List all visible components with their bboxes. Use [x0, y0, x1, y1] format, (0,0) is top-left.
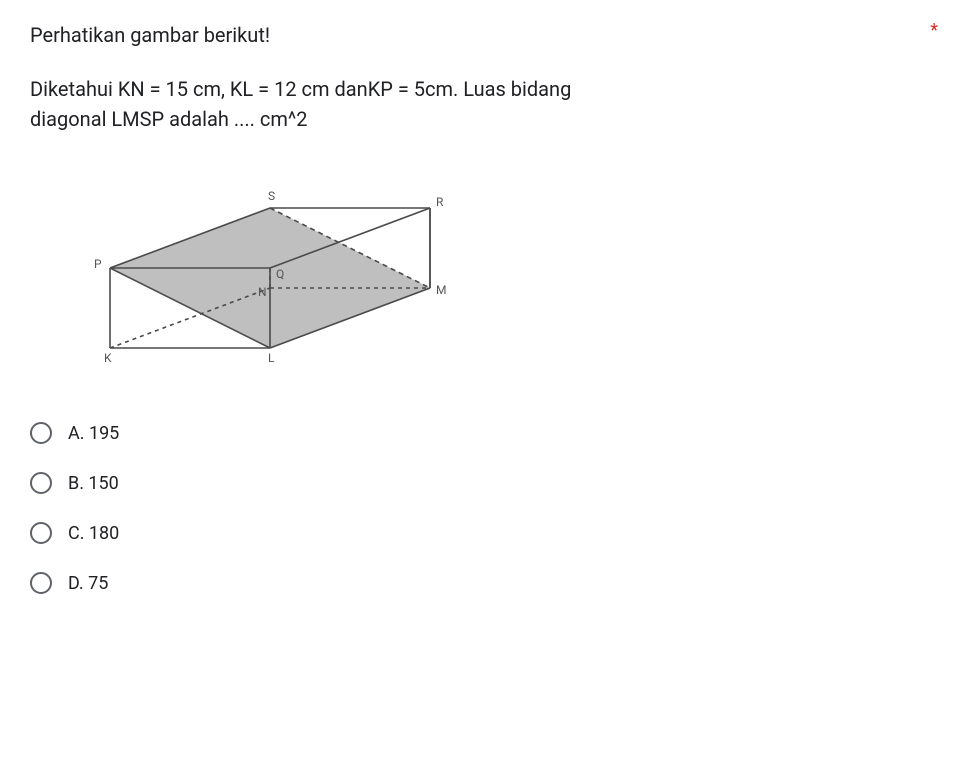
radio-icon: [30, 422, 52, 444]
option-a[interactable]: A. 195: [30, 422, 938, 444]
radio-icon: [30, 472, 52, 494]
question-line-3: diagonal LMSP adalah .... cm^2: [30, 104, 938, 134]
label-K: K: [104, 351, 112, 365]
option-d-label: D. 75: [68, 573, 108, 594]
label-L: L: [268, 351, 275, 365]
label-M: M: [436, 283, 446, 297]
radio-icon: [30, 522, 52, 544]
question-line-1: Perhatikan gambar berikut!: [30, 20, 938, 50]
option-b-label: B. 150: [68, 473, 119, 494]
option-c[interactable]: C. 180: [30, 522, 938, 544]
label-P: P: [94, 257, 102, 271]
question-line-2: Diketahui KN = 15 cm, KL = 12 cm danKP =…: [30, 74, 938, 104]
option-c-label: C. 180: [68, 523, 119, 544]
required-indicator: *: [930, 20, 938, 41]
options-group: A. 195 B. 150 C. 180 D. 75: [30, 422, 938, 594]
question-body: Diketahui KN = 15 cm, KL = 12 cm danKP =…: [30, 74, 938, 134]
label-Q: Q: [276, 267, 284, 281]
option-a-label: A. 195: [68, 423, 119, 444]
radio-icon: [30, 572, 52, 594]
label-N: N: [258, 285, 267, 299]
option-b[interactable]: B. 150: [30, 472, 938, 494]
label-S: S: [268, 189, 275, 203]
cuboid-diagram: S R P Q N M K L: [50, 158, 938, 382]
label-R: R: [436, 195, 444, 209]
option-d[interactable]: D. 75: [30, 572, 938, 594]
